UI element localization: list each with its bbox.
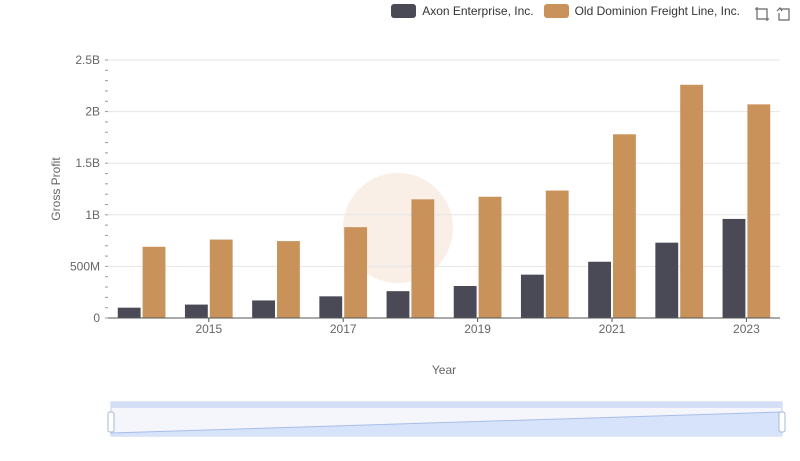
slider-preview-line — [110, 411, 783, 434]
data-zoom-slider[interactable] — [107, 401, 786, 437]
y-tick-label: 2.5B — [75, 53, 100, 67]
bar-axon[interactable] — [520, 274, 544, 318]
slider-preview-area — [111, 412, 782, 436]
legend: Axon Enterprise, Inc. Old Dominion Freig… — [391, 4, 740, 18]
bar-old-dominion[interactable] — [478, 196, 502, 318]
bar-old-dominion[interactable] — [344, 227, 368, 318]
x-axis-label: Year — [432, 363, 456, 377]
slider-handle-left[interactable] — [107, 411, 115, 433]
x-tick-label: 2021 — [599, 322, 626, 336]
bar-axon[interactable] — [117, 307, 141, 318]
restore-icon[interactable] — [776, 6, 792, 22]
bar-old-dominion[interactable] — [277, 241, 300, 318]
zoom-icon[interactable] — [754, 6, 770, 22]
bar-axon[interactable] — [588, 261, 611, 318]
bars — [117, 84, 771, 318]
y-tick-label: 0 — [93, 311, 100, 325]
bar-axon[interactable] — [453, 286, 477, 318]
legend-item-old-dominion[interactable]: Old Dominion Freight Line, Inc. — [543, 4, 740, 18]
y-tick-label: 1.5B — [75, 156, 100, 170]
legend-item-axon[interactable]: Axon Enterprise, Inc. — [391, 4, 534, 18]
legend-label-axon: Axon Enterprise, Inc. — [422, 4, 534, 18]
slider-handle-right[interactable] — [778, 411, 786, 433]
bar-old-dominion[interactable] — [142, 246, 166, 318]
bar-axon[interactable] — [252, 300, 275, 318]
bar-old-dominion[interactable] — [411, 199, 435, 318]
bar-old-dominion[interactable] — [209, 239, 233, 318]
legend-swatch-old-dominion — [543, 4, 569, 18]
toolbox — [754, 6, 792, 22]
y-tick-label: 1B — [85, 208, 100, 222]
bar-axon[interactable] — [184, 304, 208, 318]
bar-axon[interactable] — [386, 291, 410, 318]
x-tick-label: 2015 — [195, 322, 222, 336]
bar-old-dominion[interactable] — [613, 134, 636, 318]
bar-axon[interactable] — [655, 242, 679, 318]
bar-axon[interactable] — [722, 218, 746, 318]
y-tick-label: 2B — [85, 105, 100, 119]
y-tick-label: 500M — [70, 259, 100, 273]
bar-old-dominion[interactable] — [545, 190, 569, 318]
legend-label-old-dominion: Old Dominion Freight Line, Inc. — [574, 4, 740, 18]
x-tick-label: 2019 — [464, 322, 491, 336]
bar-old-dominion[interactable] — [680, 84, 704, 318]
y-axis-label: Gross Profit — [49, 157, 63, 221]
bar-old-dominion[interactable] — [747, 104, 771, 318]
legend-swatch-axon — [391, 4, 417, 18]
slider-top-bar[interactable] — [111, 402, 782, 408]
bar-axon[interactable] — [319, 296, 343, 318]
x-tick-label: 2017 — [330, 322, 357, 336]
grid-lines — [108, 59, 780, 319]
x-tick-label: 2023 — [733, 322, 760, 336]
axes: 0 500M 1B 1.5B 2B 2.5B 2015 2017 2019 2021 2023 — [70, 53, 780, 336]
